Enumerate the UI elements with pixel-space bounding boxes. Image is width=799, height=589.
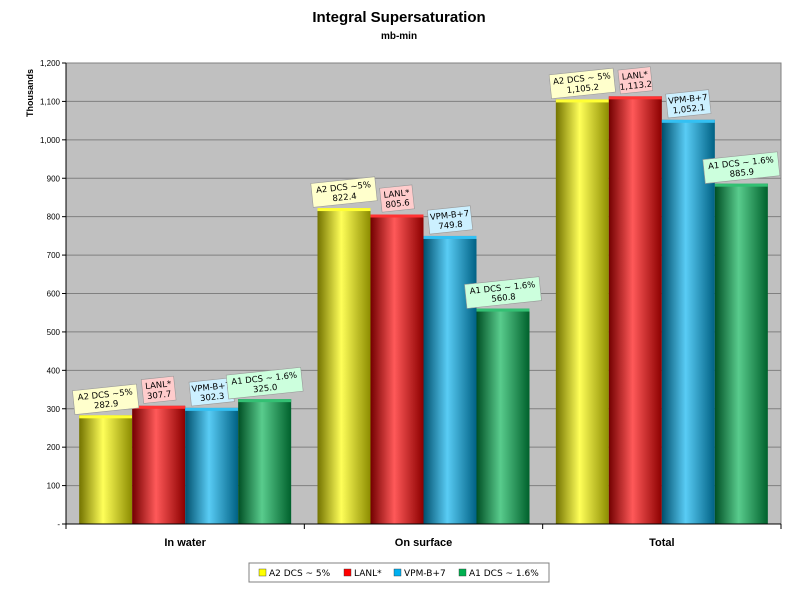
legend-swatch (343, 568, 352, 577)
bar-top (317, 208, 371, 212)
chart-title: Integral Supersaturation (312, 9, 485, 26)
bar (132, 405, 186, 524)
y-axis-title: Thousands (25, 69, 35, 117)
bar-top (661, 119, 715, 123)
y-tick-label: 500 (47, 328, 61, 337)
bar-top (238, 399, 292, 403)
bar (423, 235, 477, 524)
data-label: LANL*1,113.2 (617, 66, 654, 95)
y-tick-label: 1,200 (40, 59, 61, 68)
y-tick-label: 300 (47, 405, 61, 414)
data-label: A1 DCS ~ 1.6%325.0 (225, 366, 304, 400)
bar-top (714, 183, 768, 187)
bar (608, 96, 662, 524)
chart-subtitle: mb-min (381, 31, 417, 42)
legend-label: LANL* (354, 569, 382, 579)
y-tick-label: 100 (47, 482, 61, 491)
x-axis: In water On surface Total (65, 523, 782, 549)
data-label-box (617, 66, 654, 95)
data-label-box (548, 67, 616, 100)
y-tick-label: 1,100 (40, 97, 61, 106)
legend-swatch (458, 568, 467, 577)
data-label: A1 DCS ~ 1.6%885.9 (702, 151, 781, 184)
y-tick-label: 400 (47, 366, 61, 375)
data-label-box (140, 375, 177, 404)
data-label-value: 325.0 (253, 383, 278, 395)
bar (185, 407, 239, 524)
data-label-box (225, 366, 304, 400)
data-label-series: LANL* (621, 70, 648, 83)
bar-top (555, 99, 609, 103)
legend-label: A2 DCS ~ 5% (269, 569, 331, 579)
data-label: A2 DCS ~ 5%1,105.2 (548, 67, 616, 100)
bar (238, 399, 292, 524)
legend: A2 DCS ~ 5% LANL* VPM-B+7 A1 DCS ~ 1.6% (248, 562, 550, 583)
data-label-value: 1,052.1 (672, 103, 705, 116)
x-tick-label: In water (164, 537, 206, 549)
data-label: LANL*307.7 (140, 375, 177, 404)
y-tick-label: 200 (47, 443, 61, 452)
y-tick-label: - (57, 520, 60, 529)
legend-label: VPM-B+7 (404, 569, 446, 579)
data-label: A2 DCS ~5%822.4 (310, 176, 378, 208)
data-label: A1 DCS ~ 1.6%560.8 (464, 276, 542, 309)
data-label-value: 1,105.2 (566, 83, 599, 96)
data-label-value: 822.4 (332, 192, 357, 204)
legend-swatch (393, 568, 402, 577)
data-label-series: LANL* (145, 379, 172, 392)
bar (370, 214, 424, 525)
data-label-box (665, 89, 712, 119)
legend-label: A1 DCS ~ 1.6% (469, 569, 539, 579)
bars (79, 96, 768, 525)
data-label-value: 749.8 (438, 220, 463, 232)
data-label-value: 805.6 (385, 198, 410, 210)
bar (476, 308, 530, 524)
data-label: VPM-B+71,052.1 (665, 89, 712, 119)
bar-top (79, 415, 133, 419)
bar-top (132, 405, 186, 409)
data-labels: A2 DCS ~5%282.9LANL*307.7VPM-B+7302.3A1 … (72, 66, 781, 415)
x-tick-label: Total (649, 537, 674, 549)
bar-top (476, 308, 530, 312)
data-label-series: VPM-B+7 (191, 381, 231, 395)
y-tick-label: 700 (47, 251, 61, 260)
data-label-value: 302.3 (200, 392, 225, 404)
data-label-value: 1,113.2 (619, 80, 652, 93)
x-tick-label: On surface (395, 537, 452, 549)
data-label-series: VPM-B+7 (429, 209, 469, 223)
bar-top (423, 235, 477, 239)
data-label-box (702, 151, 781, 184)
bar-top (370, 214, 424, 218)
data-label-series: VPM-B+7 (668, 93, 708, 107)
bar (714, 183, 768, 524)
bar (555, 99, 609, 524)
data-label-value: 282.9 (94, 399, 119, 411)
legend-swatch (258, 568, 267, 577)
y-axis: - 100 200 300 400 500 600 700 800 900 1,000 1,100 1,… (40, 59, 67, 529)
data-label-box (426, 205, 474, 235)
y-tick-label: 600 (47, 290, 61, 299)
data-label-value: 885.9 (729, 167, 754, 179)
data-label-value: 307.7 (147, 390, 172, 402)
y-tick-label: 900 (47, 174, 61, 183)
data-label-box (72, 383, 140, 415)
data-label-value: 560.8 (491, 292, 516, 304)
data-label-box (379, 184, 415, 213)
bar-top (185, 407, 239, 411)
data-label: A2 DCS ~5%282.9 (72, 383, 140, 415)
bar (317, 208, 371, 524)
data-label: LANL*805.6 (379, 184, 415, 213)
bar (661, 119, 715, 525)
data-label-box (464, 276, 542, 309)
y-tick-label: 1,000 (40, 136, 61, 145)
data-label-box (310, 176, 378, 208)
bar-top (608, 96, 662, 100)
y-tick-label: 800 (47, 213, 61, 222)
bar (79, 415, 133, 524)
data-label-series: LANL* (383, 188, 410, 201)
